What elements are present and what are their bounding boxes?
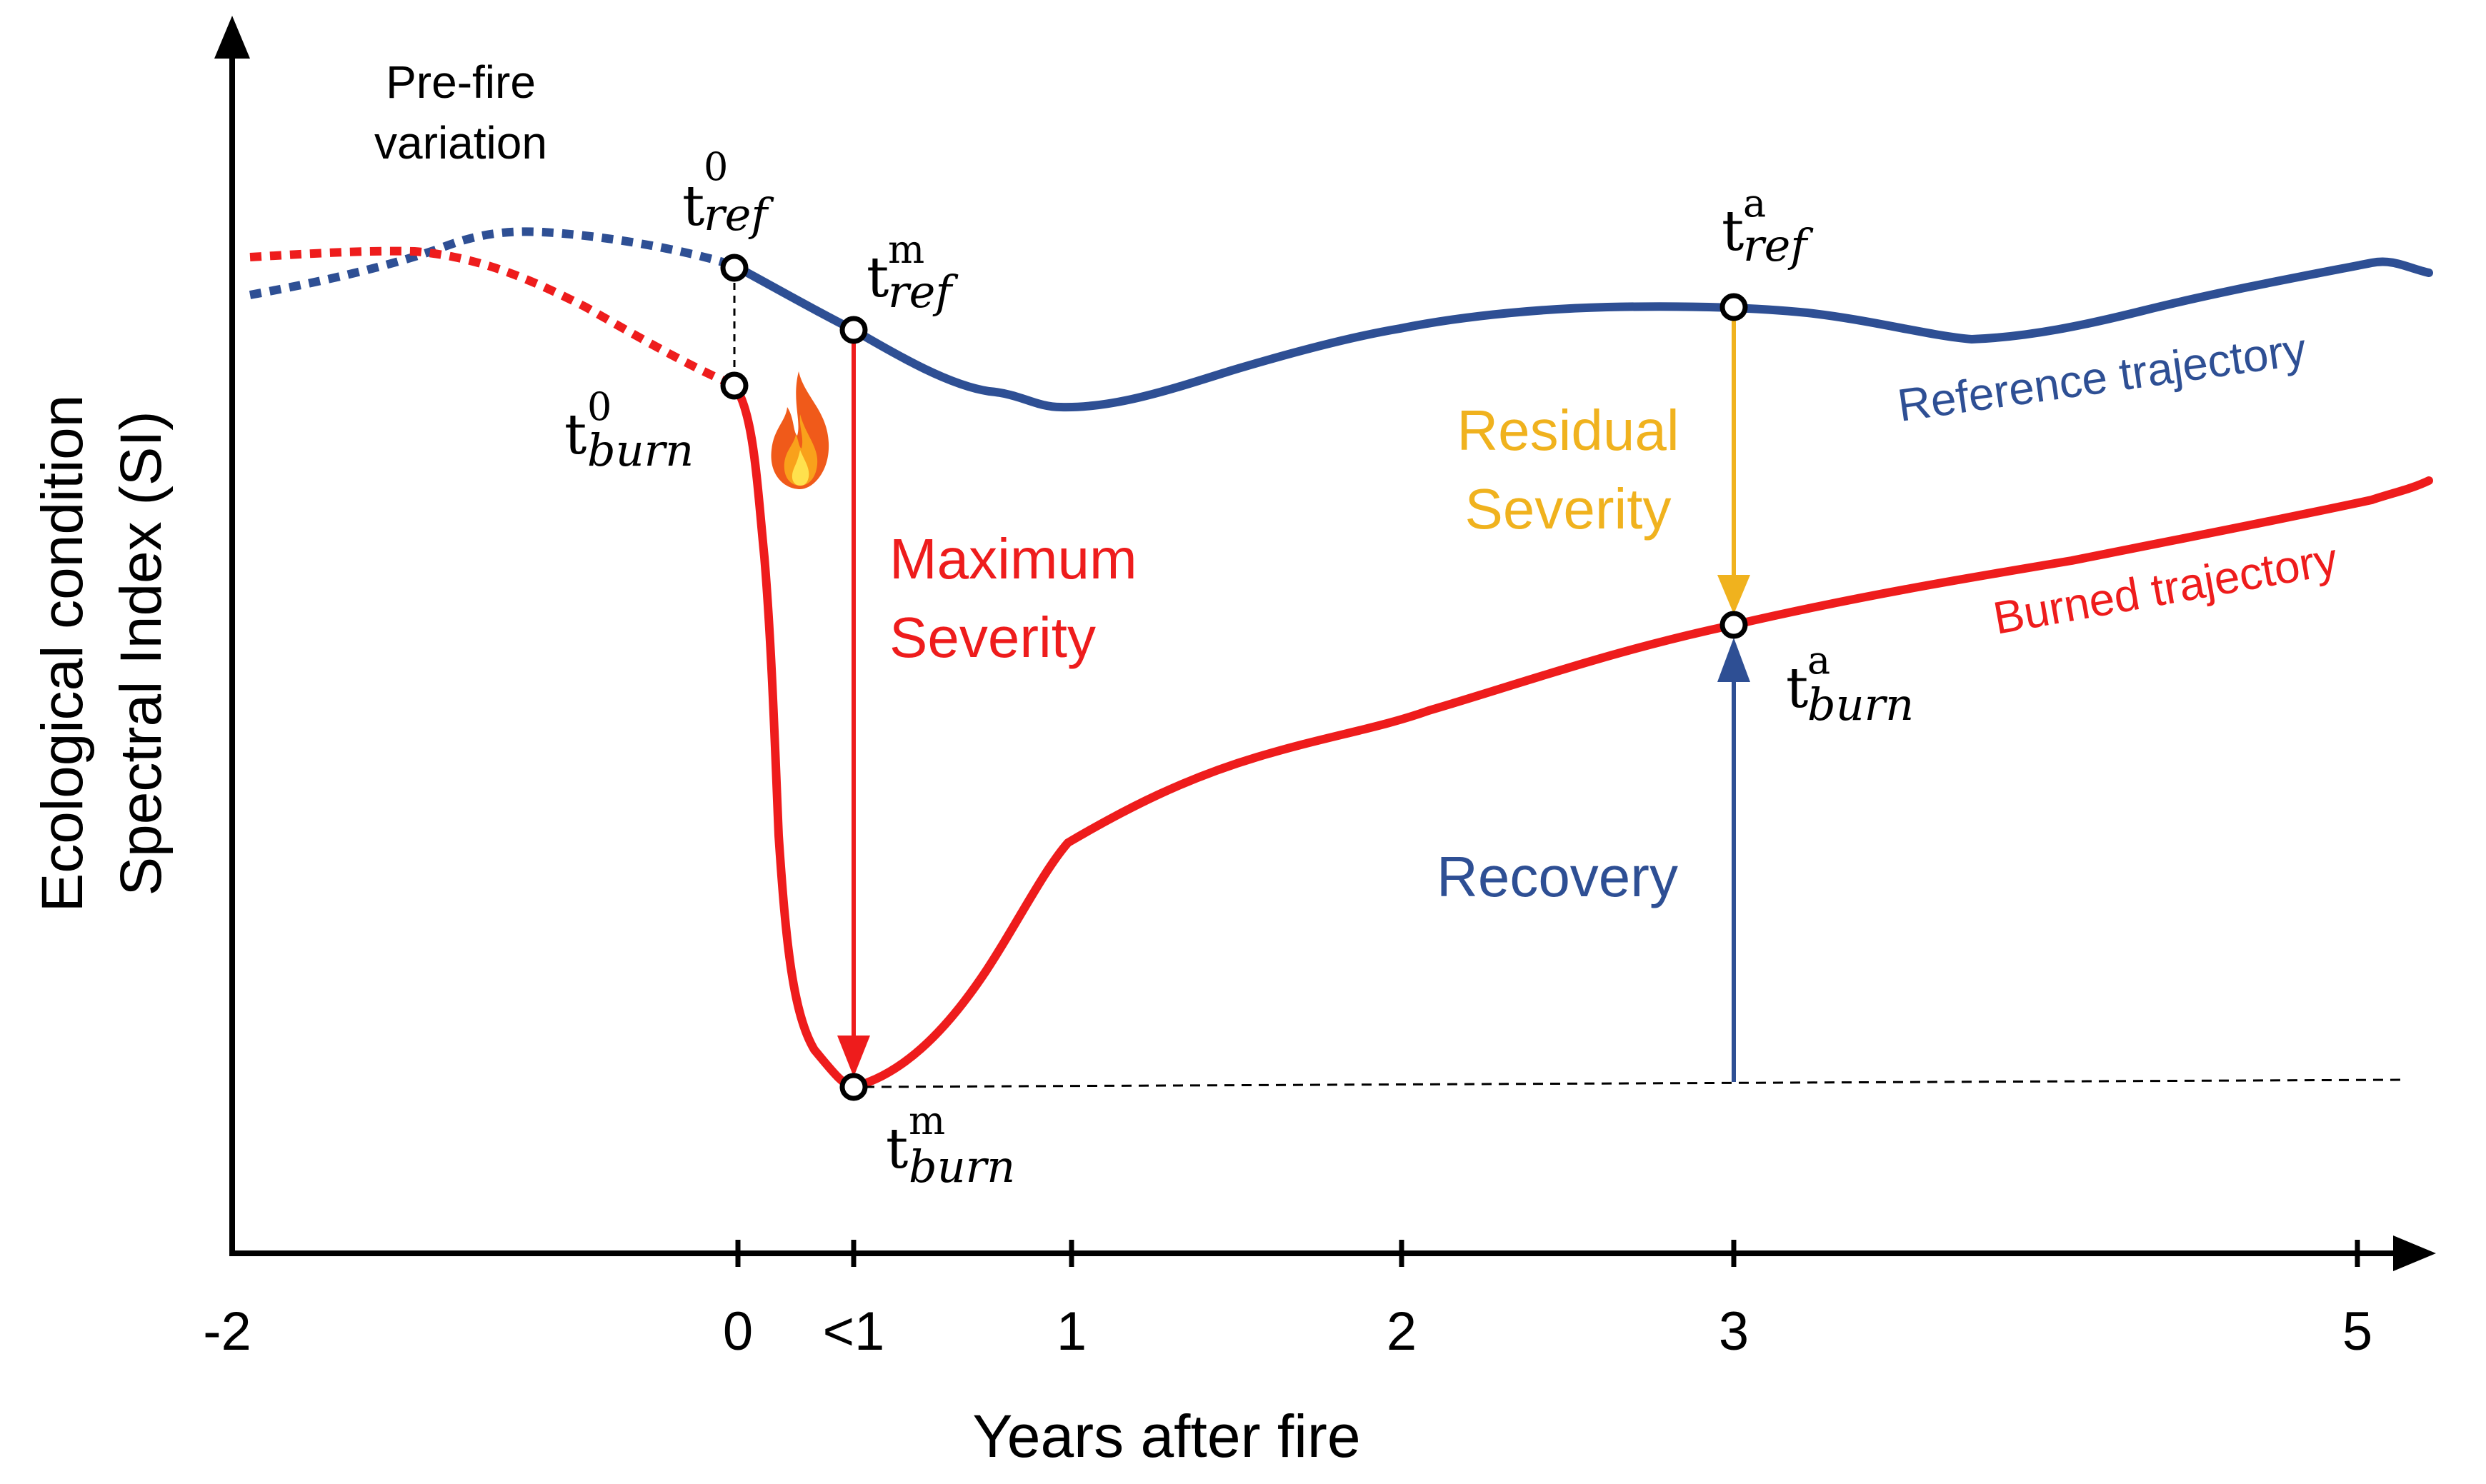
label-ta-ref: t a ref xyxy=(1722,181,1814,271)
label-sub: ref xyxy=(888,266,959,318)
point-t0-burn xyxy=(720,371,749,400)
label-sub: burn xyxy=(1807,678,1914,731)
label-base: t xyxy=(886,1117,908,1181)
max-severity-line2: Severity xyxy=(889,606,1096,669)
minimum-baseline-dashed xyxy=(864,1078,2401,1088)
label-sub: ref xyxy=(1743,219,1814,271)
reference-trajectory xyxy=(249,227,2433,412)
label-t0-ref: t 0 ref xyxy=(682,144,774,241)
burned-trajectory xyxy=(249,246,2433,1091)
axes xyxy=(214,16,2436,1271)
residual-line1: Residual xyxy=(1457,398,1679,462)
label-base: t xyxy=(1722,199,1744,264)
tick-label: 0 xyxy=(723,1301,753,1362)
reference-prefire-dotted xyxy=(249,227,736,299)
point-ta-burn xyxy=(1719,611,1748,639)
x-tick-labels: -2 0 <1 1 2 3 5 xyxy=(203,1301,2372,1362)
point-ta-ref xyxy=(1719,293,1748,321)
burned-prefire-dotted xyxy=(249,246,737,390)
residual-line2: Severity xyxy=(1465,477,1672,541)
label-base: t xyxy=(1786,656,1808,721)
label-base: t xyxy=(867,246,889,310)
reference-solid xyxy=(730,257,2433,412)
label-base: t xyxy=(682,174,704,239)
prefire-label-line2: variation xyxy=(374,117,547,169)
label-sup: a xyxy=(1807,638,1830,683)
max-severity-label: Maximum Severity xyxy=(889,527,1137,669)
label-sup: 0 xyxy=(704,144,728,189)
tick-label: 1 xyxy=(1057,1301,1087,1362)
tick-label: 3 xyxy=(1719,1301,1749,1362)
prefire-label-line1: Pre-fire xyxy=(386,56,536,108)
point-tm-ref xyxy=(839,316,868,344)
tick-label: <1 xyxy=(823,1301,885,1362)
label-sup: m xyxy=(909,1098,945,1143)
point-t0-ref xyxy=(720,254,749,282)
tick-label: 2 xyxy=(1387,1301,1417,1362)
y-axis-title-line1: Ecological condition xyxy=(30,395,95,913)
max-severity-arrowhead xyxy=(837,1036,870,1077)
label-ta-burn: t a burn xyxy=(1786,638,1914,731)
recovery-arrow xyxy=(1717,638,1750,1082)
y-axis-arrowhead xyxy=(214,16,250,59)
x-ticks xyxy=(735,1240,2360,1267)
label-sup: m xyxy=(888,227,924,272)
burned-solid xyxy=(730,381,2433,1091)
recovery-arrowhead xyxy=(1717,638,1750,682)
label-sup: 0 xyxy=(587,384,611,429)
label-sub: burn xyxy=(587,424,694,476)
residual-severity-label: Residual Severity xyxy=(1457,398,1679,541)
label-sub: burn xyxy=(909,1140,1015,1193)
tick-label: -2 xyxy=(203,1301,251,1362)
tick-label: 5 xyxy=(2342,1301,2372,1362)
point-tm-burn xyxy=(839,1073,868,1101)
fire-icon xyxy=(771,371,829,489)
x-axis-title: Years after fire xyxy=(972,1403,1360,1470)
y-axis-title-line2: Spectral Index (SI) xyxy=(109,411,174,896)
burned-trajectory-label: Burned trajectory xyxy=(1990,533,2341,644)
y-axis-title: Ecological condition Spectral Index (SI) xyxy=(30,395,174,913)
max-severity-line1: Maximum xyxy=(889,527,1137,591)
x-axis-arrowhead xyxy=(2393,1235,2436,1271)
maximum-severity-arrow xyxy=(837,343,870,1077)
label-sup: a xyxy=(1743,181,1766,226)
label-sub: ref xyxy=(704,189,774,241)
label-tm-ref: t m ref xyxy=(867,227,959,318)
residual-severity-arrow xyxy=(1717,318,1750,614)
label-base: t xyxy=(564,403,586,467)
label-t0-burn: t 0 burn xyxy=(564,384,694,476)
recovery-label: Recovery xyxy=(1437,845,1678,908)
label-tm-burn: t m burn xyxy=(886,1098,1015,1193)
trajectory-points xyxy=(720,254,1748,1101)
residual-arrowhead xyxy=(1717,575,1750,614)
